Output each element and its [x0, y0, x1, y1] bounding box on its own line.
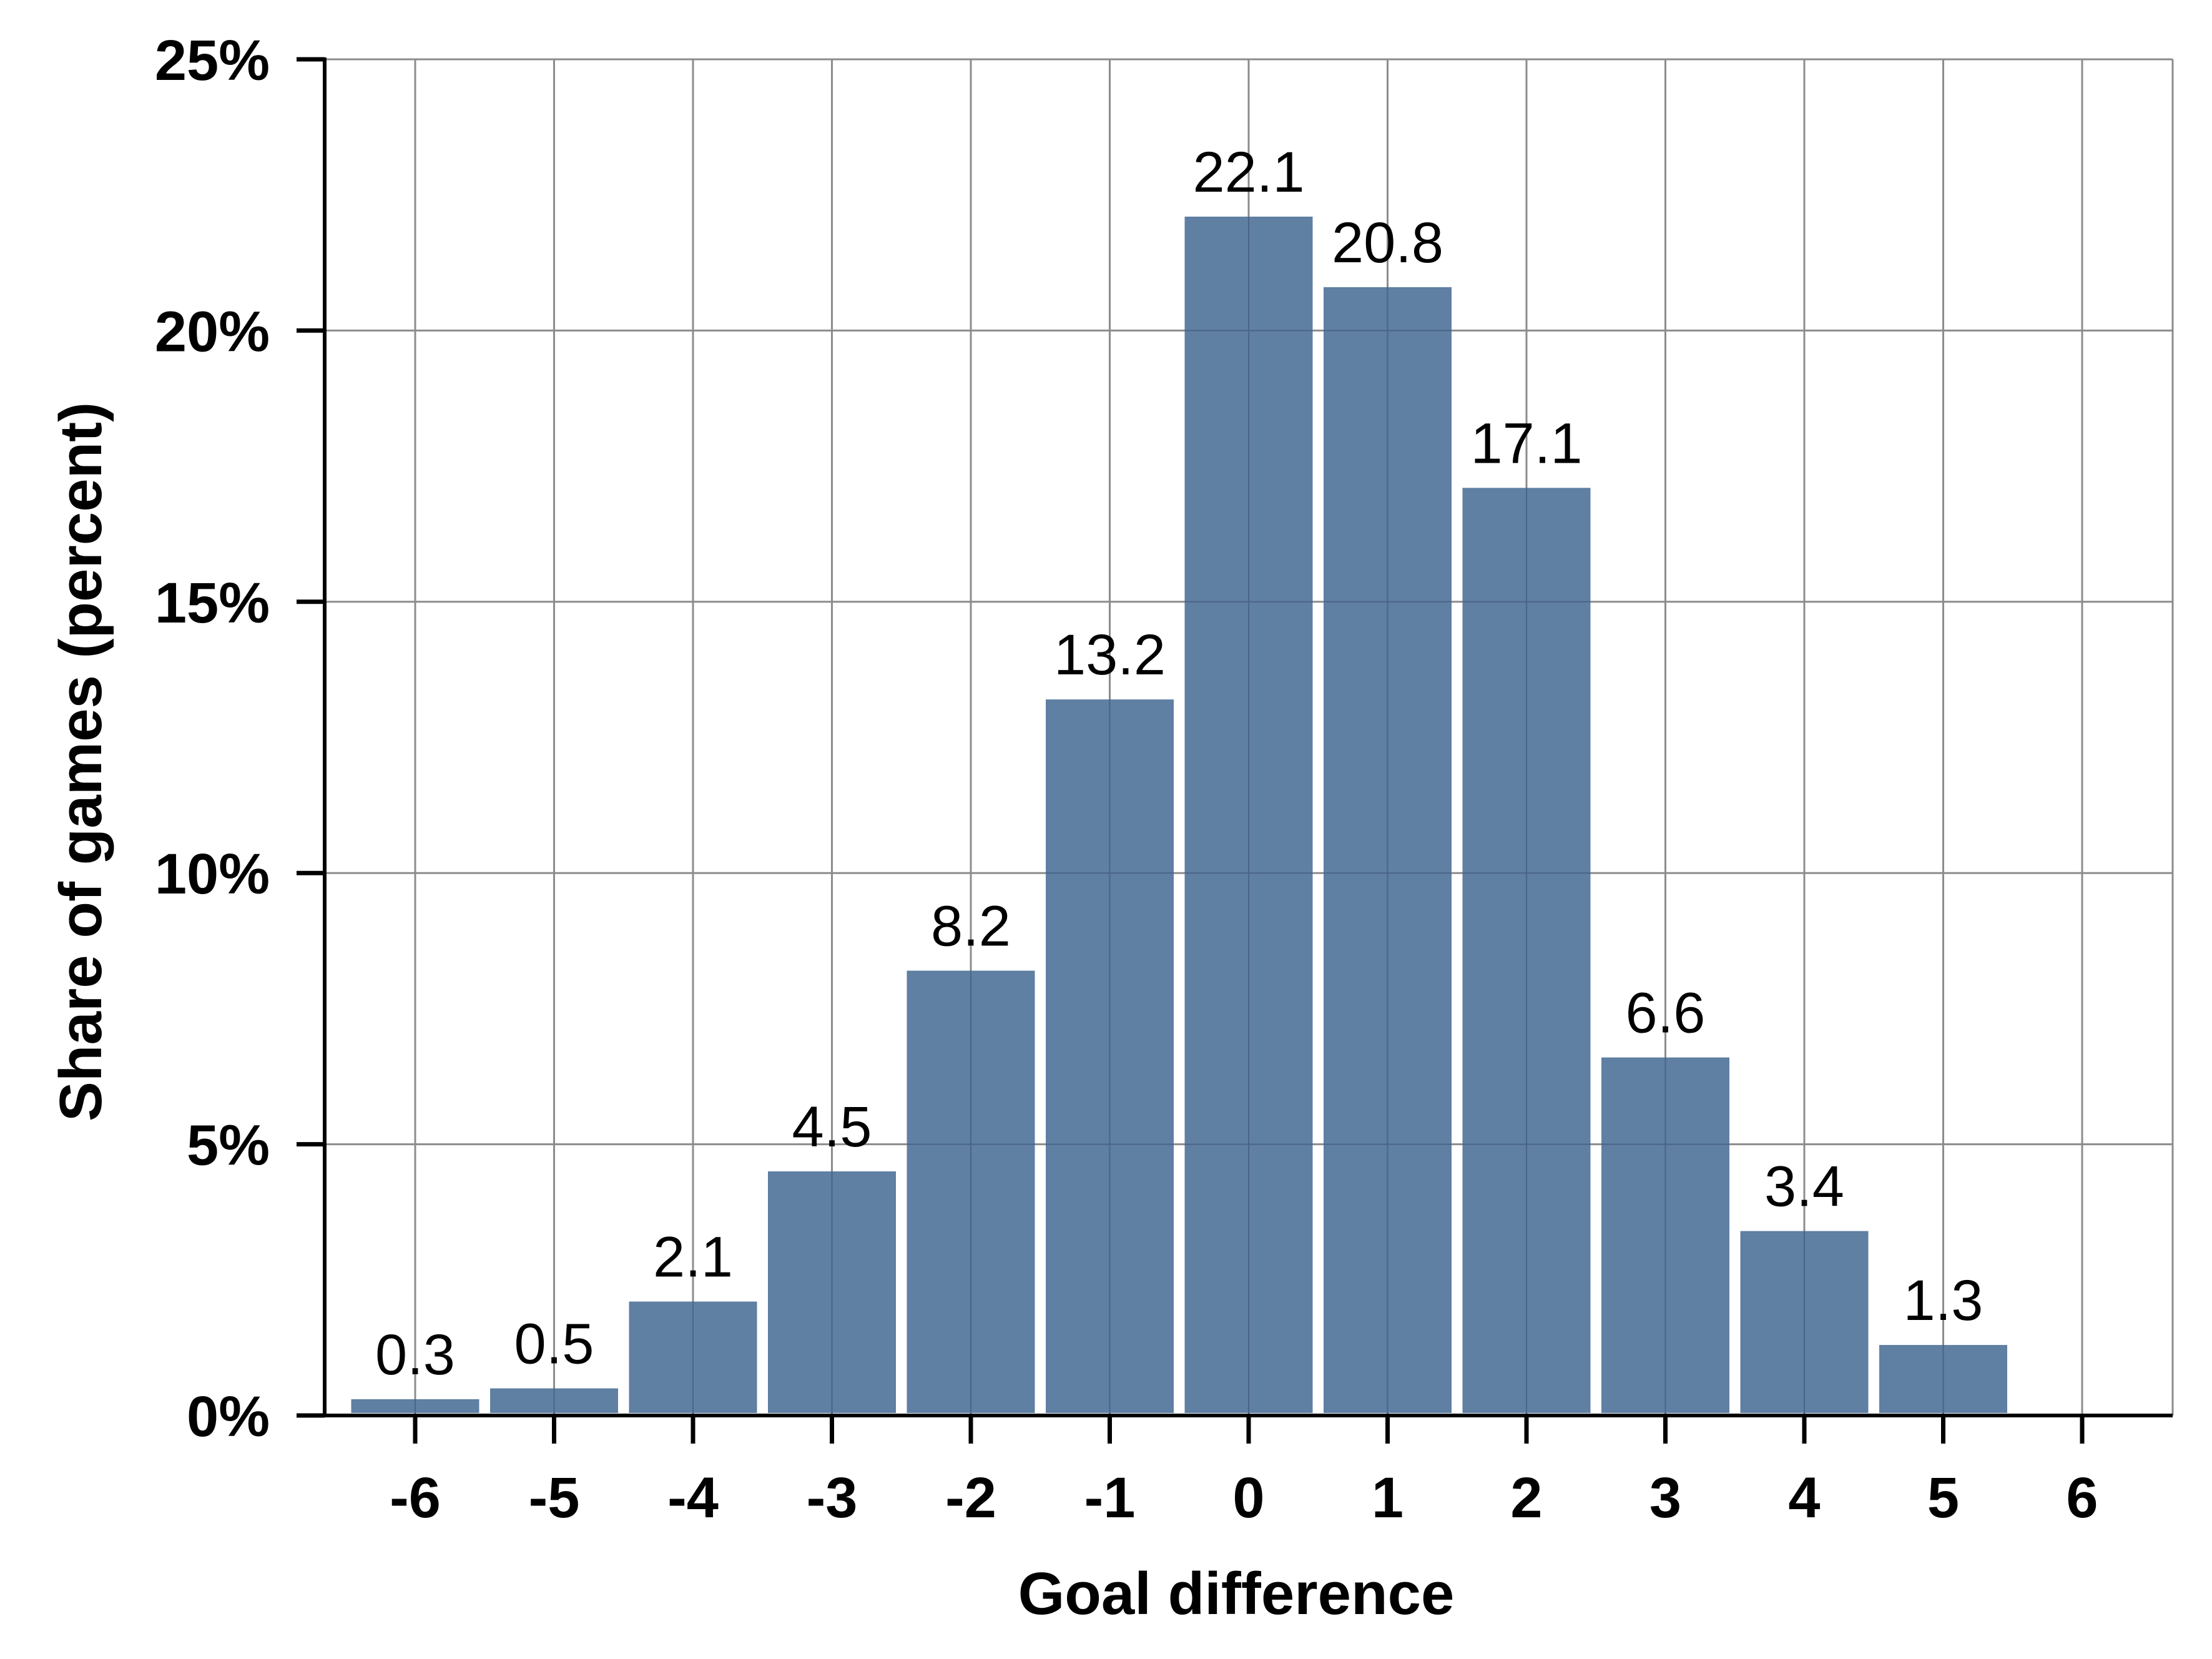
x-tick-label: -5 [529, 1466, 580, 1530]
x-tick-label: 3 [1649, 1466, 1681, 1530]
x-tick-label: 2 [1510, 1466, 1542, 1530]
bars [351, 216, 2007, 1415]
data-label: 4.5 [792, 1095, 872, 1159]
data-label: 0.5 [514, 1312, 594, 1376]
y-axis-title: Share of games (percent) [47, 402, 114, 1121]
y-tick-label: 10% [155, 842, 270, 906]
data-label: 2.1 [653, 1226, 733, 1289]
x-tick-label: -1 [1084, 1466, 1136, 1530]
data-label: 17.1 [1470, 411, 1582, 475]
x-tick-label: 4 [1788, 1466, 1820, 1530]
y-tick-label: 5% [187, 1114, 270, 1178]
data-label: 20.8 [1332, 211, 1443, 275]
data-label: 1.3 [1904, 1269, 1983, 1332]
x-tick-label: 5 [1927, 1466, 1959, 1530]
data-label: 22.1 [1192, 140, 1304, 204]
x-tick-label: -2 [945, 1466, 996, 1530]
x-axis-title: Goal difference [1018, 1560, 1455, 1627]
x-tick-label: 1 [1372, 1466, 1403, 1530]
data-label: 3.4 [1764, 1155, 1844, 1219]
y-tick-label: 25% [155, 29, 270, 92]
x-tick-label: 0 [1232, 1466, 1264, 1530]
x-tick-label: 6 [2066, 1466, 2098, 1530]
y-tick-label: 0% [187, 1385, 270, 1449]
y-tick-label: 15% [155, 571, 270, 635]
labels: 0% 5% 10% 15% 20% 25% -6 -5 -4 -3 -2 -1 0 1 2 3 4 5 6 0.3 0.… [155, 29, 2098, 1530]
data-label: 13.2 [1054, 623, 1166, 687]
x-tick-label: -4 [667, 1466, 719, 1530]
y-tick-label: 20% [155, 300, 270, 363]
x-tick-label: -6 [390, 1466, 441, 1530]
axes [297, 57, 2173, 1444]
data-label: 8.2 [931, 895, 1011, 958]
data-label: 0.3 [375, 1323, 455, 1387]
data-label: 6.6 [1626, 982, 1706, 1045]
x-tick-label: -3 [807, 1466, 858, 1530]
